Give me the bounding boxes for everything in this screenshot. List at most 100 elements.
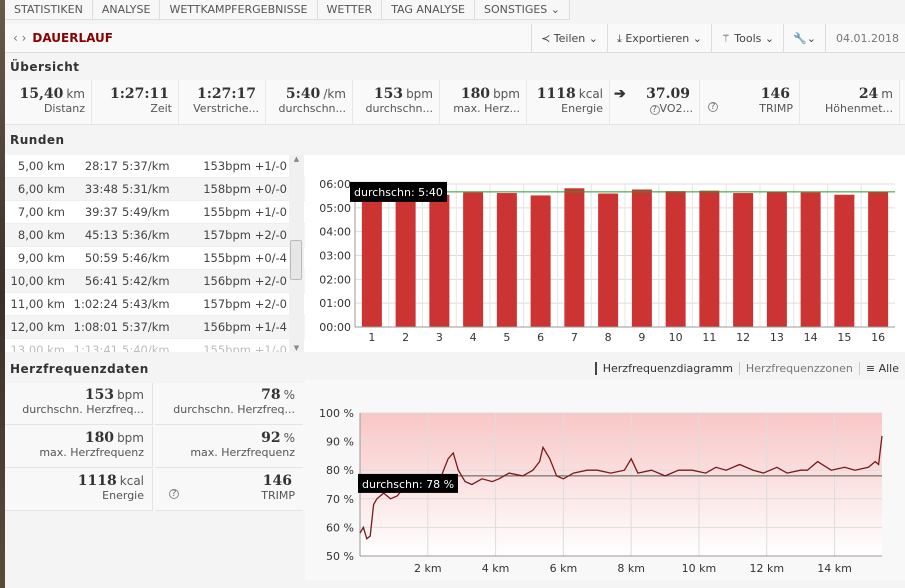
lap-cell: 5:46/km: [122, 251, 170, 265]
stat-label-text: durchschn...: [365, 102, 433, 115]
laps-scrollbar[interactable]: ▲ ▼: [289, 155, 304, 352]
pace-bar[interactable]: [733, 193, 754, 327]
lap-row[interactable]: 13,00 km 1:13:41 5:40/km 155bpm +1/-0: [5, 339, 305, 352]
prev-next-arrows[interactable]: ‹ ›: [13, 31, 27, 45]
tab-4[interactable]: TAG ANALYSE: [382, 0, 476, 19]
pace-bar[interactable]: [429, 194, 450, 327]
pace-bar[interactable]: [868, 191, 889, 327]
lap-row[interactable]: 12,00 km 1:08:01 5:37/km 156bpm +1/-4: [5, 316, 305, 339]
help-icon[interactable]: ?: [649, 105, 660, 115]
export-button[interactable]: ⤓ Exportieren ⌄: [606, 23, 711, 53]
lap-row[interactable]: 6,00 km 33:48 5:31/km 158bpm +0/-0: [5, 178, 305, 201]
x-tick-label: 14 km: [817, 562, 852, 575]
tab-0[interactable]: STATISTIKEN: [5, 0, 93, 19]
pace-bar[interactable]: [463, 192, 484, 327]
lap-row[interactable]: 11,00 km 1:02:24 5:43/km 157bpm +2/-0: [5, 293, 305, 316]
stat-4: 153 bpm durchschn...: [353, 80, 440, 124]
x-tick-label: 12 km: [749, 562, 784, 575]
stat-number: 37.09: [646, 86, 690, 102]
pace-bar[interactable]: [496, 193, 517, 327]
stat-unit: km: [66, 87, 85, 101]
help-icon[interactable]: ?: [708, 102, 718, 112]
stat-label: Zeit: [92, 102, 172, 115]
download-icon: ⤓: [616, 31, 626, 45]
pace-bar[interactable]: [631, 189, 652, 327]
hr-stat-number: 146: [262, 473, 292, 489]
stat-3: 5:40/km durchschn...: [266, 80, 353, 124]
activity-title: DAUERLAUF: [32, 31, 113, 45]
tab-5[interactable]: SONSTIGES ⌄: [475, 0, 571, 19]
lap-cell: 45:13: [84, 228, 118, 242]
x-tick-label: 2: [402, 331, 409, 344]
settings-button[interactable]: 🔧⌄: [783, 23, 825, 53]
hr-stat-label: max. Herzfrequenz: [155, 446, 295, 459]
lap-cell: 5:37/km: [122, 320, 170, 334]
y-tick-label: 100 %: [319, 407, 354, 420]
tab-1[interactable]: ANALYSE: [93, 0, 161, 19]
stat-unit: bpm: [406, 87, 433, 101]
pace-bar[interactable]: [361, 195, 382, 327]
stat-number: 15,40: [19, 86, 64, 102]
stat-value: 5:40/km: [266, 86, 346, 102]
lap-cell: 157bpm: [203, 228, 251, 242]
tab-hr-diagram[interactable]: Herzfrequenzdiagramm: [594, 362, 739, 375]
scroll-up-icon[interactable]: ▲: [293, 155, 300, 163]
x-tick-label: 3: [436, 331, 443, 344]
pace-bar[interactable]: [766, 191, 787, 327]
x-tick-label: 12: [736, 331, 750, 344]
tools-button[interactable]: ⚚ Tools ⌄: [710, 23, 783, 53]
lap-row[interactable]: 10,00 km 56:41 5:42/km 156bpm +2/-0: [5, 270, 305, 293]
pace-bar[interactable]: [564, 188, 585, 327]
lap-cell: 5:37/km: [122, 159, 170, 173]
pace-bar[interactable]: [598, 193, 619, 327]
hr-stat-label: durchschn. Herzfreq...: [5, 403, 144, 416]
tab-hr-zones[interactable]: Herzfrequenzzonen: [738, 362, 859, 375]
hr-stat-number: 153: [84, 387, 115, 403]
lap-cell: 1:13:41: [73, 343, 118, 352]
pace-bar[interactable]: [834, 194, 855, 327]
y-tick-label: 02:00: [319, 273, 351, 286]
x-tick-label: 13: [770, 331, 784, 344]
tab-all[interactable]: ≡ Alle: [858, 362, 905, 375]
help-icon[interactable]: ?: [169, 489, 179, 499]
hr-stat-1: 78% durchschn. Herzfreq...: [155, 383, 303, 425]
hr-stat-number: 92: [261, 430, 281, 446]
pace-bar[interactable]: [800, 192, 821, 327]
scroll-thumb[interactable]: [290, 240, 302, 280]
lap-row[interactable]: 9,00 km 50:59 5:46/km 155bpm +0/-4: [5, 247, 305, 270]
stat-label-text: TRIMP: [759, 102, 793, 115]
tab-2[interactable]: WETTKAMPFERGEBNISSE: [160, 0, 318, 19]
pace-bar[interactable]: [699, 190, 720, 327]
x-tick-label: 8 km: [617, 562, 645, 575]
lap-cell: 5:31/km: [122, 182, 170, 196]
arrow-icon[interactable]: ➔: [614, 86, 626, 102]
hr-stat-unit: bpm: [117, 388, 144, 402]
x-tick-label: 6 km: [550, 562, 578, 575]
hr-stats: 153 bpm durchschn. Herzfreq... 78% durchschn…: [5, 383, 305, 511]
scroll-down-icon[interactable]: ▼: [293, 344, 300, 352]
stat-6: 1118 kcal Energie: [527, 80, 610, 124]
pace-bar[interactable]: [530, 195, 551, 327]
lap-row[interactable]: 5,00 km 28:17 5:37/km 153bpm +1/-0: [5, 155, 305, 178]
pace-bar[interactable]: [665, 191, 686, 327]
lap-cell: 9,00 km: [17, 251, 65, 265]
pace-bar[interactable]: [395, 192, 416, 327]
stat-label: Verstriche...: [179, 102, 259, 115]
lap-cell: 5:36/km: [122, 228, 170, 242]
share-button[interactable]: ≺ Teilen ⌄: [531, 23, 607, 53]
stat-unit: kcal: [578, 87, 603, 101]
stat-label: Distanz: [5, 102, 85, 115]
y-tick-label: 00:00: [319, 321, 351, 334]
hr-stat-label-text: max. Herzfrequenz: [190, 446, 295, 459]
activity-header: ‹ › DAUERLAUF ≺ Teilen ⌄ ⤓ Exportieren ⌄…: [5, 23, 905, 53]
lap-cell: +0/-0: [254, 182, 287, 196]
hr-stat-5: 146? TRIMP: [155, 469, 303, 511]
hr-stat-value: 180 bpm: [5, 430, 144, 446]
stat-label-text: Verstriche...: [193, 102, 259, 115]
y-tick-label: 50 %: [326, 550, 354, 563]
tab-3[interactable]: WETTER: [318, 0, 383, 19]
lap-row[interactable]: 8,00 km 45:13 5:36/km 157bpm +2/-0: [5, 224, 305, 247]
stat-unit: bpm: [493, 87, 520, 101]
lap-cell: 155bpm: [203, 343, 251, 352]
lap-row[interactable]: 7,00 km 39:37 5:49/km 155bpm +1/-0: [5, 201, 305, 224]
